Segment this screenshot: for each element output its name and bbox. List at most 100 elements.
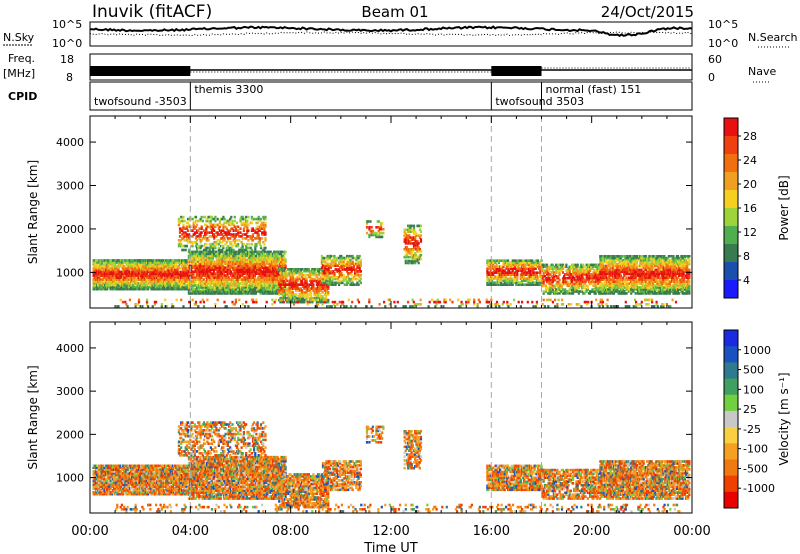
heatmap-cell — [215, 231, 218, 234]
heatmap-cell — [254, 266, 258, 269]
heatmap-cell — [359, 262, 362, 266]
heatmap-cell — [210, 231, 214, 234]
heatmap-cell — [194, 268, 197, 271]
heatmap-cell — [287, 268, 290, 271]
heatmap-cell — [241, 237, 244, 240]
heatmap-cell — [142, 261, 145, 264]
heatmap-cell — [417, 234, 420, 237]
heatmap-cell — [405, 253, 409, 257]
heatmap-cell — [207, 278, 210, 281]
heatmap-cell — [186, 266, 189, 270]
heatmap-cell — [580, 263, 583, 267]
heatmap-cell — [223, 237, 226, 240]
heatmap-cell — [410, 248, 413, 251]
heatmap-cell — [123, 272, 126, 276]
heatmap-cell — [232, 280, 235, 283]
heatmap-cell — [164, 284, 167, 287]
heatmap-cell — [132, 272, 135, 276]
heatmap-cell — [132, 263, 135, 266]
heatmap-cell — [235, 225, 239, 229]
heatmap-cell — [186, 259, 189, 262]
heatmap-cell — [570, 284, 574, 288]
heatmap-cell — [342, 277, 345, 281]
heatmap-cell — [306, 283, 309, 286]
heatmap-cell — [231, 252, 234, 256]
heatmap-cell — [323, 283, 326, 286]
heatmap-cell — [268, 260, 271, 264]
heatmap-cell — [409, 248, 412, 251]
heatmap-cell — [211, 288, 214, 291]
heatmap-cell — [268, 262, 271, 266]
heatmap-cell — [327, 277, 330, 281]
heatmap-cell — [226, 244, 229, 248]
heatmap-cell — [242, 290, 245, 293]
heatmap-cell — [257, 215, 260, 219]
heatmap-cell — [340, 275, 343, 279]
heatmap-cell — [226, 219, 229, 223]
heatmap-cell — [251, 239, 255, 242]
heatmap-cell — [292, 271, 296, 275]
heatmap-cell — [222, 225, 225, 229]
heatmap-cell — [180, 242, 183, 246]
heatmap-cell — [251, 266, 254, 269]
heatmap-cell — [182, 225, 185, 229]
heatmap-cell — [178, 229, 182, 232]
heatmap-cell — [302, 273, 305, 277]
heatmap-cell — [320, 289, 323, 292]
heatmap-cell — [538, 263, 541, 266]
heatmap-cell — [192, 223, 195, 227]
heatmap-cell — [539, 271, 542, 274]
heatmap-cell — [106, 285, 109, 289]
heatmap-cell — [377, 233, 380, 237]
heatmap-cell — [327, 264, 330, 267]
heatmap-cell — [224, 266, 227, 269]
heatmap-cell — [284, 250, 287, 254]
heatmap-cell — [217, 274, 220, 277]
heatmap-cell — [517, 265, 520, 268]
heatmap-cell — [207, 260, 210, 264]
heatmap-cell — [224, 276, 227, 279]
heatmap-cell — [213, 237, 216, 240]
heatmap-cell — [593, 269, 596, 272]
heatmap-cell — [123, 268, 126, 272]
heatmap-cell — [196, 284, 200, 287]
heatmap-cell — [216, 217, 219, 221]
heatmap-cell — [370, 229, 373, 233]
heatmap-cell — [328, 256, 331, 260]
heatmap-cell — [149, 272, 152, 276]
heatmap-cell — [490, 265, 494, 268]
heatmap-cell — [209, 252, 212, 256]
heatmap-cell — [541, 276, 544, 280]
heatmap-cell — [256, 231, 259, 234]
heatmap-cell — [298, 271, 301, 275]
freq-label: Freq. — [8, 52, 35, 65]
freq-unit: [MHz] — [3, 67, 35, 80]
heatmap-cell — [245, 292, 248, 295]
heatmap-cell — [251, 288, 254, 291]
heatmap-cell — [97, 280, 100, 283]
heatmap-cell — [332, 283, 335, 286]
heatmap-cell — [114, 259, 117, 262]
heatmap-cell — [591, 273, 594, 276]
heatmap-cell — [507, 267, 510, 270]
heatmap-cell — [264, 278, 267, 281]
heatmap-cell — [509, 273, 512, 276]
heatmap-cell — [323, 289, 326, 292]
heatmap-cell — [194, 237, 198, 240]
heatmap-cell — [145, 280, 148, 283]
heatmap-cell — [249, 282, 252, 285]
heatmap-cell — [538, 271, 541, 274]
heatmap-cell — [198, 254, 201, 258]
heatmap-cell — [233, 272, 236, 275]
heatmap-cell — [214, 272, 217, 275]
heatmap-cell — [522, 263, 525, 266]
heatmap-cell — [564, 292, 567, 295]
heatmap-cell — [520, 263, 523, 266]
heatmap-cell — [169, 282, 172, 285]
heatmap-cell — [228, 231, 231, 234]
heatmap-cell — [233, 256, 236, 260]
heatmap-cell — [547, 275, 550, 278]
heatmap-cell — [226, 248, 229, 252]
heatmap-cell — [581, 290, 584, 293]
heatmap-cell — [278, 291, 281, 294]
